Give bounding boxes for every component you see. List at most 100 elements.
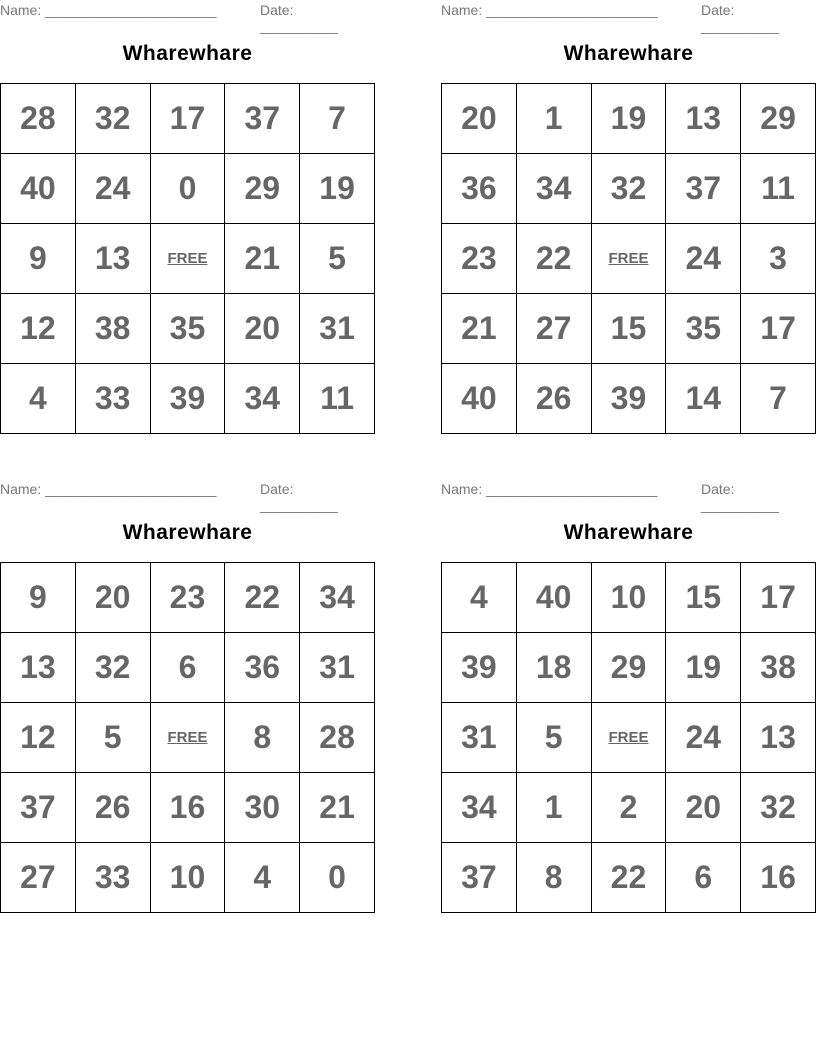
date-field: Date: __________ [260,481,338,513]
number-cell: 20 [665,772,742,843]
number-cell: 18 [515,632,592,703]
number-cell: 37 [665,153,742,224]
number-cell: 16 [149,772,226,843]
number-cell: 21 [224,223,301,294]
number-cell: 36 [441,153,517,224]
card-title: Wharewhare [122,521,253,544]
grid-row: 4 40 10 15 17 [441,562,816,633]
number-cell: 19 [590,83,667,154]
grid-row: 21 27 15 35 17 [441,293,816,364]
number-cell: 32 [74,632,151,703]
number-cell: 35 [665,293,742,364]
number-cell: 11 [299,363,375,434]
number-cell: 7 [740,363,816,434]
number-cell: 38 [74,293,151,364]
number-cell: 26 [515,363,592,434]
grid-row: 39 18 29 19 38 [441,632,816,703]
number-cell: 23 [149,562,226,633]
name-field: Name: ______________________ [441,2,658,18]
grid-row: 40 24 0 29 19 [0,153,375,224]
bingo-card: Name: ______________________ Date: _____… [0,0,375,435]
number-cell: 33 [74,363,151,434]
number-cell: 7 [299,83,375,154]
number-cell: 6 [149,632,226,703]
card-header: Name: ______________________ Date: _____… [441,2,816,34]
number-cell: 27 [515,293,592,364]
number-cell: 8 [515,842,592,913]
number-cell: 20 [74,562,151,633]
number-cell: 24 [665,223,742,294]
number-cell: 1 [515,83,592,154]
number-cell: 11 [740,153,816,224]
number-cell: 39 [149,363,226,434]
number-cell: 2 [590,772,667,843]
number-cell: 33 [74,842,151,913]
number-cell: 40 [515,562,592,633]
number-cell: 31 [441,702,517,773]
number-cell: 10 [590,562,667,633]
number-cell: 19 [665,632,742,703]
number-cell: 36 [224,632,301,703]
number-cell: 13 [665,83,742,154]
grid-row: 12 5 FREE 8 28 [0,702,375,773]
number-cell: 12 [0,702,76,773]
number-cell: 1 [515,772,592,843]
bingo-grid: 4 40 10 15 17 39 18 29 19 38 31 5 FREE 24 13 34 1 2 20 32 37… [441,562,816,913]
grid-row: 23 22 FREE 24 3 [441,223,816,294]
grid-row: 20 1 19 13 29 [441,83,816,154]
number-cell: 6 [665,842,742,913]
number-cell: 12 [0,293,76,364]
bingo-card: Name: ______________________ Date: _____… [441,479,816,914]
date-field: Date: __________ [701,481,779,513]
grid-row: 37 26 16 30 21 [0,772,375,843]
number-cell: 9 [0,223,76,294]
free-cell: FREE [590,702,667,773]
card-header: Name: ______________________ Date: _____… [0,481,375,513]
name-field: Name: ______________________ [0,2,217,18]
card-title: Wharewhare [563,42,694,65]
grid-row: 28 32 17 37 7 [0,83,375,154]
number-cell: 3 [740,223,816,294]
grid-row: 31 5 FREE 24 13 [441,702,816,773]
card-header: Name: ______________________ Date: _____… [441,481,816,513]
number-cell: 34 [299,562,375,633]
number-cell: 27 [0,842,76,913]
number-cell: 31 [299,632,375,703]
number-cell: 5 [515,702,592,773]
grid-row: 34 1 2 20 32 [441,772,816,843]
number-cell: 20 [224,293,301,364]
number-cell: 31 [299,293,375,364]
date-field: Date: __________ [260,2,338,34]
number-cell: 23 [441,223,517,294]
bingo-card: Name: ______________________ Date: _____… [0,479,375,914]
name-field: Name: ______________________ [0,481,217,497]
number-cell: 17 [740,562,816,633]
number-cell: 32 [740,772,816,843]
number-cell: 17 [740,293,816,364]
number-cell: 22 [224,562,301,633]
number-cell: 8 [224,702,301,773]
number-cell: 29 [740,83,816,154]
number-cell: 24 [665,702,742,773]
number-cell: 30 [224,772,301,843]
number-cell: 29 [590,632,667,703]
number-cell: 9 [0,562,76,633]
number-cell: 24 [74,153,151,224]
number-cell: 15 [665,562,742,633]
number-cell: 32 [74,83,151,154]
card-title: Wharewhare [563,521,694,544]
free-cell: FREE [590,223,667,294]
bingo-card: Name: ______________________ Date: _____… [441,0,816,435]
number-cell: 21 [441,293,517,364]
grid-row: 4 33 39 34 11 [0,363,375,434]
number-cell: 5 [74,702,151,773]
number-cell: 16 [740,842,816,913]
number-cell: 28 [0,83,76,154]
grid-row: 13 32 6 36 31 [0,632,375,703]
number-cell: 17 [149,83,226,154]
number-cell: 35 [149,293,226,364]
bingo-grid: 20 1 19 13 29 36 34 32 37 11 23 22 FREE 24 3 21 27 15 35 17… [441,83,816,434]
number-cell: 14 [665,363,742,434]
number-cell: 4 [0,363,76,434]
number-cell: 38 [740,632,816,703]
